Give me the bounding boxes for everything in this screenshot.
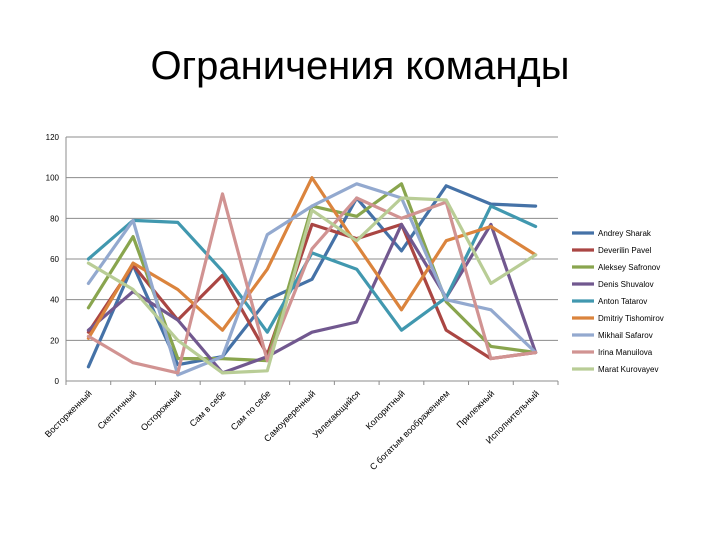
series-line-0: [86, 184, 538, 369]
legend-label: Irina Manuilova: [598, 348, 653, 357]
x-tick-label: Колоритный: [364, 388, 407, 431]
series-line-3: [86, 222, 538, 375]
legend-label: Denis Shuvalov: [598, 280, 654, 289]
legend-label: Aleksey Safronov: [598, 263, 660, 272]
x-axis-tick-labels: Восторженный Скептичный Осторожный Сам в се…: [43, 388, 541, 472]
x-tick-label: Осторожный: [139, 388, 184, 433]
legend-label: Deverilin Pavel: [598, 246, 652, 255]
y-tick-label: 120: [46, 133, 60, 142]
legend-label: Dmitriy Tishomirov: [598, 314, 664, 323]
series-line-1: [86, 222, 538, 361]
legend-label: Mikhail Safarov: [598, 331, 653, 340]
x-tick-label: Восторженный: [43, 388, 94, 439]
x-tick-label: Увлекающийся: [311, 388, 363, 440]
chart-grid: [65, 136, 559, 385]
series-line-7: [86, 192, 538, 375]
slide-title: Ограничения команды: [150, 44, 570, 88]
x-tick-label: Сам в себе: [188, 388, 228, 428]
y-tick-label: 0: [55, 377, 60, 386]
x-tick-label: Прилежный: [454, 388, 496, 430]
legend-label: Marat Kurovayev: [598, 365, 658, 374]
legend-label: Andrey Sharak: [598, 229, 652, 238]
y-tick-label: 60: [50, 255, 59, 264]
y-tick-label: 20: [50, 336, 59, 345]
y-axis-tick-labels: 0 20 40 60 80 100 120: [46, 133, 60, 386]
chart-series: [86, 176, 538, 377]
x-tick-label: С богатым воображением: [368, 388, 452, 472]
y-tick-label: 40: [50, 296, 59, 305]
x-tick-label: Сам по себе: [229, 388, 273, 432]
x-tick-label: Скептичный: [96, 388, 139, 431]
series-line-5: [86, 176, 538, 340]
y-tick-label: 100: [46, 174, 60, 183]
series-line-8: [86, 196, 538, 375]
legend-label: Anton Tatarov: [598, 297, 647, 306]
y-tick-label: 80: [50, 214, 59, 223]
chart-legend: Andrey Sharak Deverilin Pavel Aleksey Safr…: [572, 229, 664, 374]
